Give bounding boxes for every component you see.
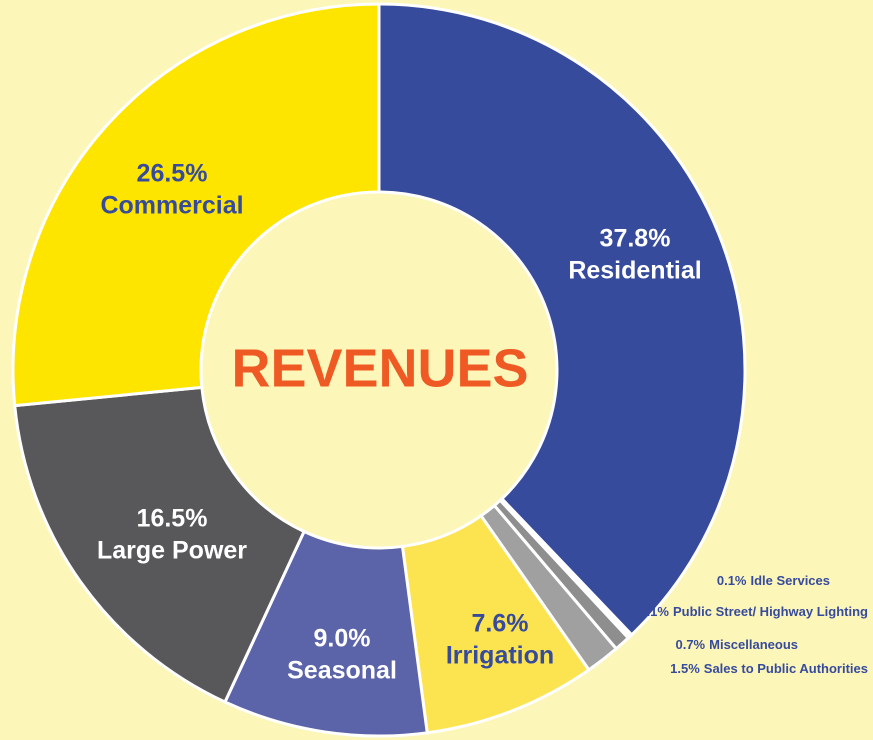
slice-label: 0.1% Idle Services bbox=[717, 573, 830, 588]
category-label: Miscellaneous bbox=[709, 637, 798, 652]
slice-label: 1.5% Sales to Public Authorities bbox=[670, 661, 868, 676]
category-label: Sales to Public Authorities bbox=[704, 661, 868, 676]
value-label: 0.1% bbox=[717, 573, 747, 588]
value-label: 37.8% bbox=[600, 225, 671, 253]
value-label: 16.5% bbox=[137, 505, 208, 533]
donut-slice bbox=[13, 385, 307, 704]
value-label: 7.6% bbox=[472, 610, 529, 638]
category-label: Residential bbox=[568, 257, 701, 285]
chart-title: REVENUES bbox=[231, 338, 528, 398]
category-label: Public Street/ Highway Lighting bbox=[673, 604, 868, 619]
value-label: 0.1% bbox=[639, 604, 669, 619]
value-label: 9.0% bbox=[314, 625, 371, 653]
category-label: Commercial bbox=[100, 192, 243, 220]
value-label: 26.5% bbox=[137, 160, 208, 188]
value-label: 1.5% bbox=[670, 661, 700, 676]
donut-slice bbox=[11, 2, 381, 408]
slice-label: 0.7% Miscellaneous bbox=[675, 637, 798, 652]
value-label: 0.7% bbox=[675, 637, 705, 652]
donut-slice bbox=[377, 2, 747, 637]
category-label: Idle Services bbox=[751, 573, 831, 588]
category-label: Large Power bbox=[97, 537, 247, 565]
slice-label: 0.1% Public Street/ Highway Lighting bbox=[639, 604, 868, 619]
category-label: Seasonal bbox=[287, 657, 397, 685]
category-label: Irrigation bbox=[446, 642, 554, 670]
